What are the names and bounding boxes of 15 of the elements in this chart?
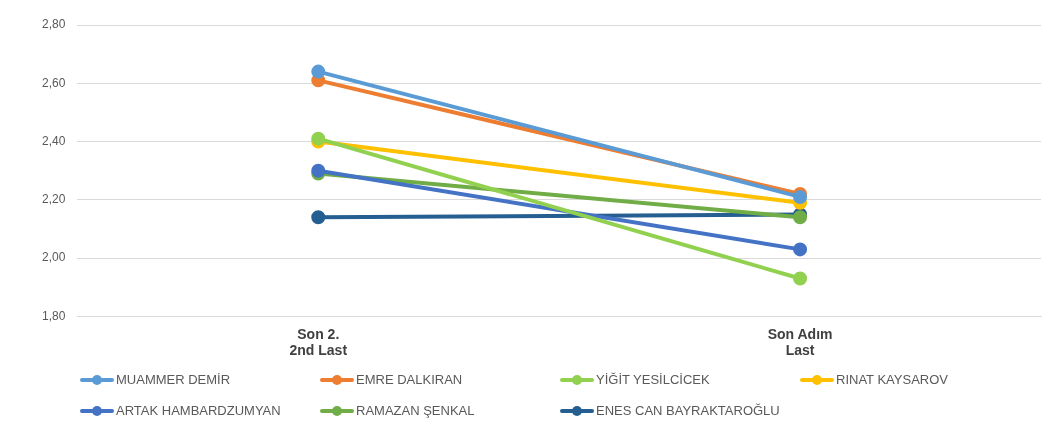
x-tick-label: Son 2. 2nd Last xyxy=(289,325,348,359)
y-tick-label: 2,80 xyxy=(42,17,66,32)
legend-label: MUAMMER DEMİR xyxy=(116,372,231,387)
y-tick-label: 1,80 xyxy=(42,308,66,323)
legend-label: ARTAK HAMBARDZUMYAN xyxy=(116,403,281,418)
legend-label: ENES CAN BAYRAKTAROĞLU xyxy=(596,403,780,418)
legend-label: EMRE DALKIRAN xyxy=(356,372,463,387)
x-tick-label: Son Adım Last xyxy=(767,325,833,359)
y-tick-label: 2,20 xyxy=(42,192,66,207)
y-tick-label: 2,60 xyxy=(42,75,66,90)
legend-label: YİĞİT YESİLCİCEK xyxy=(596,372,710,387)
legend-label: RINAT KAYSAROV xyxy=(836,372,948,387)
y-tick-label: 2,00 xyxy=(42,250,66,265)
y-tick-label: 2,40 xyxy=(42,133,66,148)
legend-label: RAMAZAN ŞENKAL xyxy=(356,403,475,418)
